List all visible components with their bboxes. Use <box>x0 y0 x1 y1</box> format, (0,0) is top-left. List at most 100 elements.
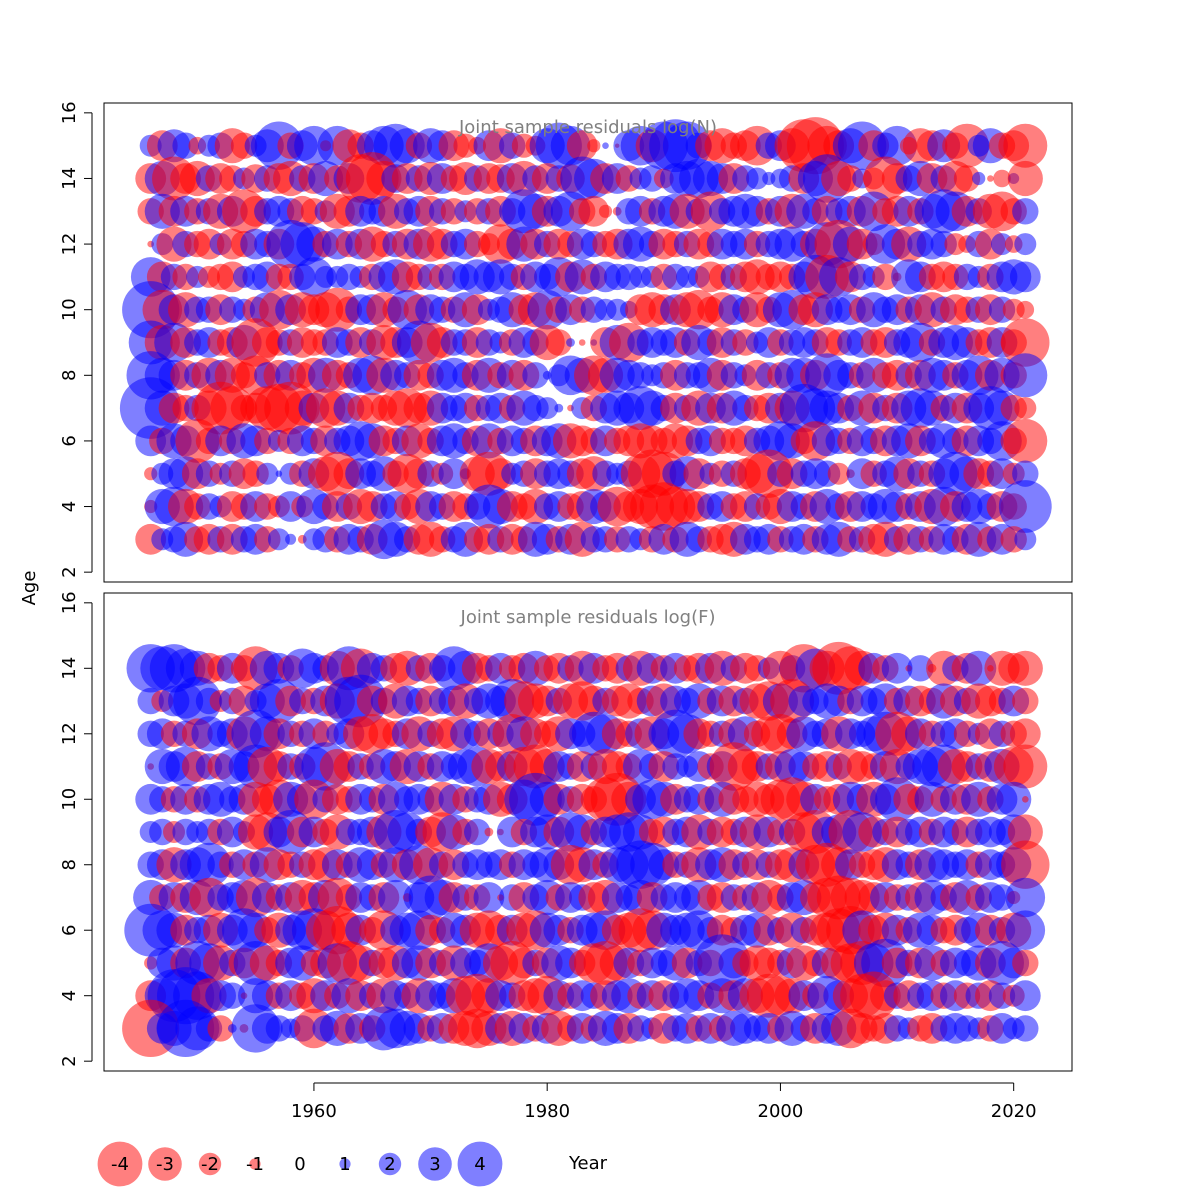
legend-label: 1 <box>339 1154 350 1175</box>
residual-bubble <box>953 165 981 192</box>
y-tick-label: 2 <box>59 566 80 577</box>
residual-bubble <box>881 652 913 684</box>
residual-bubble <box>578 339 586 346</box>
residual-bubble <box>1014 528 1037 551</box>
residual-bubble <box>1014 233 1037 256</box>
residual-bubble <box>1003 418 1048 463</box>
y-axis-label: Age <box>19 571 40 606</box>
residual-bubble <box>587 139 601 153</box>
residual-bubble <box>1022 796 1029 803</box>
residual-bubble <box>998 480 1052 533</box>
y-tick-label: 6 <box>59 924 80 935</box>
residual-bubble <box>1003 353 1048 398</box>
legend-bubble <box>457 1141 503 1187</box>
residual-bubble <box>996 781 1032 817</box>
residual-bubble <box>545 329 572 356</box>
residual-bubble <box>484 827 494 837</box>
residual-bubble <box>473 882 505 913</box>
residual-bubble <box>1007 814 1043 850</box>
residual-bubble <box>1016 300 1035 319</box>
residual-bubble <box>1003 744 1048 789</box>
panel-title: Joint sample residuals log(F) <box>460 607 716 628</box>
residual-bubble <box>1001 840 1050 889</box>
x-tick-label: 2000 <box>758 1101 804 1122</box>
y-tick-label: 8 <box>59 370 80 381</box>
residual-bubble <box>907 655 934 682</box>
bubble-layer <box>119 117 1052 560</box>
y-tick-label: 14 <box>59 657 80 680</box>
residual-bubble <box>1012 949 1039 977</box>
panel-log-n: Joint sample residuals log(N) 2 4 6 8 10 12 14 1… <box>59 101 1073 583</box>
residual-bubble <box>1005 877 1046 918</box>
legend-label: -3 <box>156 1154 174 1175</box>
residual-bubble <box>378 879 414 916</box>
legend-label: 2 <box>384 1154 395 1175</box>
y-tick-label: 4 <box>59 501 80 512</box>
x-tick-label: 2020 <box>991 1101 1037 1122</box>
y-tick-label: 12 <box>59 233 80 256</box>
legend-label: -1 <box>246 1154 264 1175</box>
residual-bubble <box>536 397 559 420</box>
residual-bubble <box>1001 318 1050 367</box>
residual-bubble <box>1014 397 1037 420</box>
residual-bubble <box>1009 261 1041 293</box>
legend-bubble <box>249 1158 261 1170</box>
residual-bubble <box>746 167 769 190</box>
legend-label: 3 <box>429 1154 440 1175</box>
legend-bubble <box>418 1147 452 1181</box>
plot-frame <box>103 592 1073 1072</box>
legend-bubble <box>97 1141 143 1187</box>
residual-bubble <box>1005 910 1046 950</box>
legend-bubble <box>378 1152 402 1176</box>
y-tick-label: 6 <box>59 435 80 446</box>
x-axis-label: Year <box>568 1153 608 1174</box>
residual-bubble <box>987 175 994 182</box>
residual-bubble <box>1009 718 1041 750</box>
panel-log-f: Joint sample residuals log(F) 2 4 6 8 10 12 14 1… <box>59 591 1073 1122</box>
x-tick-label: 1960 <box>291 1101 337 1122</box>
residual-bubble <box>554 403 564 413</box>
residual-bubble <box>566 130 598 162</box>
legend-bubble <box>198 1152 222 1176</box>
y-tick-label: 12 <box>59 722 80 745</box>
y-tick-label: 10 <box>59 298 80 321</box>
legend-bubble <box>148 1147 182 1181</box>
y-tick-label: 8 <box>59 859 80 870</box>
legend-bubble <box>339 1158 351 1170</box>
residual-bubble <box>1007 160 1043 197</box>
legend-label: -2 <box>201 1154 219 1175</box>
residual-bubble <box>207 1015 234 1042</box>
residual-bubble <box>1012 460 1039 487</box>
y-tick-label: 16 <box>59 101 80 124</box>
residual-bubble <box>1007 650 1043 686</box>
bubble-size-legend: -4 -3 -2 -1 0 1 2 3 4 <box>97 1141 503 1187</box>
y-tick-label: 14 <box>59 167 80 190</box>
residual-bubble <box>578 195 610 227</box>
residual-bubble <box>598 204 613 218</box>
legend-label: 0 <box>294 1154 305 1175</box>
y-tick-label: 10 <box>59 788 80 811</box>
plot-frame <box>103 102 1073 583</box>
residual-bubble <box>972 171 986 186</box>
panel-title: Joint sample residuals log(N) <box>458 117 717 138</box>
residual-bubble <box>256 462 279 485</box>
residual-bubble <box>1012 198 1039 225</box>
residual-bubble <box>872 263 899 291</box>
legend-label: 4 <box>474 1154 485 1175</box>
residual-bubble <box>993 169 1011 188</box>
residual-bubble <box>1012 1015 1039 1042</box>
residual-bubble <box>566 338 575 347</box>
residual-bubble <box>602 142 609 149</box>
residual-bubble <box>522 362 549 389</box>
legend-label: -4 <box>111 1154 129 1175</box>
y-tick-label: 4 <box>59 990 80 1001</box>
residual-bubble <box>827 462 850 485</box>
residual-bubble <box>285 533 297 545</box>
residual-bubble <box>267 528 290 551</box>
residual-bubble <box>1003 123 1048 168</box>
residual-bubble <box>219 982 246 1009</box>
residual-bubble <box>1009 980 1041 1012</box>
bubble-layer <box>122 641 1050 1057</box>
